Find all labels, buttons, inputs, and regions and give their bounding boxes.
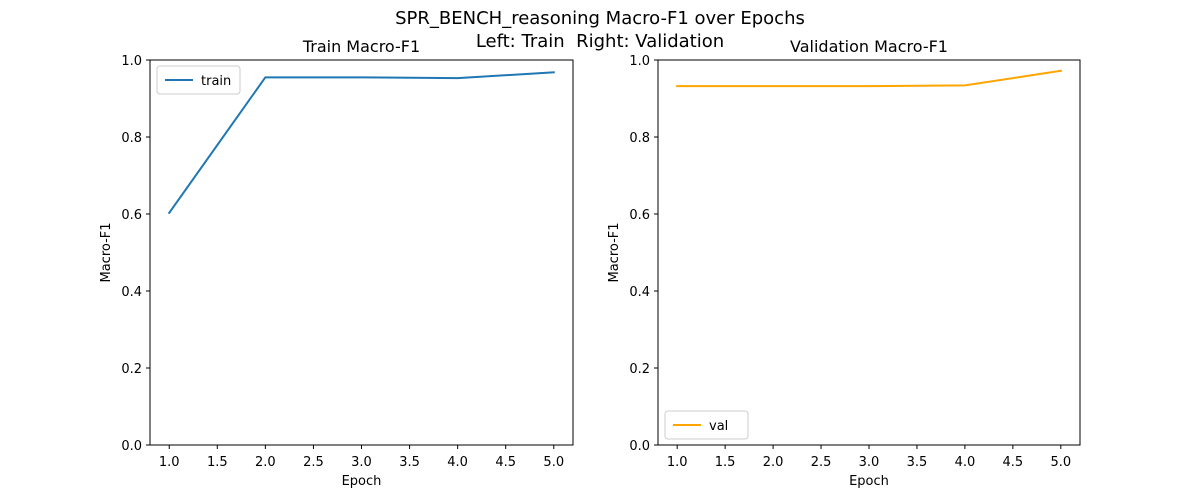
figure-title-line-1: SPR_BENCH_reasoning Macro-F1 over Epochs (395, 8, 805, 29)
x-tick-label: 3.5 (907, 455, 928, 470)
x-tick-label: 1.0 (667, 455, 688, 470)
x-tick-label: 5.0 (543, 455, 564, 470)
y-axis-label: Macro-F1 (99, 222, 114, 282)
y-tick-label: 1.0 (121, 54, 142, 69)
y-tick-label: 0.6 (121, 208, 142, 223)
validation-macro-f1-chart: Validation Macro-F1 1.0 1.5 2.0 2.5 3.0 3.5 4.0… (607, 37, 1081, 489)
x-tick-label: 4.0 (955, 455, 976, 470)
x-tick-label: 2.0 (255, 455, 276, 470)
x-tick-label: 4.0 (447, 455, 468, 470)
y-tick-label: 1.0 (629, 54, 650, 69)
x-tick-label: 2.5 (303, 455, 324, 470)
x-tick-label: 2.5 (811, 455, 832, 470)
figure-title-line-2: Left: Train Right: Validation (475, 31, 725, 52)
x-tick-label: 1.5 (207, 455, 228, 470)
x-tick-label: 1.5 (715, 455, 736, 470)
legend: train (156, 65, 241, 95)
legend-box (664, 410, 749, 440)
legend-box (156, 65, 241, 95)
x-axis-label: Epoch (342, 474, 382, 489)
x-tick-label: 5.0 (1050, 455, 1071, 470)
plot-frame (657, 59, 1081, 446)
x-tick-label: 3.0 (351, 455, 372, 470)
legend-label: val (709, 419, 728, 434)
y-axis-label: Macro-F1 (607, 222, 622, 282)
legend: val (664, 410, 749, 440)
y-tick-label: 0.0 (121, 439, 142, 454)
x-tick-label: 1.0 (159, 455, 180, 470)
x-tick-label: 3.5 (399, 455, 420, 470)
y-tick-label: 0.2 (629, 362, 650, 377)
x-tick-label: 3.0 (859, 455, 880, 470)
y-tick-label: 0.8 (629, 131, 650, 146)
figure-title: SPR_BENCH_reasoning Macro-F1 over Epochs… (0, 7, 1200, 53)
train-macro-f1-chart: Train Macro-F1 1.0 1.5 2.0 2.5 3.0 3.5 4.0 4.5 5.… (99, 37, 574, 489)
chart-title: Validation Macro-F1 (790, 37, 948, 56)
x-axis-label: Epoch (849, 474, 889, 489)
y-tick-label: 0.6 (629, 208, 650, 223)
x-tick-label: 2.0 (763, 455, 784, 470)
legend-label: train (201, 74, 231, 89)
chart-title: Train Macro-F1 (302, 37, 420, 56)
x-tick-label: 4.5 (1003, 455, 1024, 470)
series-line-train (167, 71, 555, 215)
x-tick-label: 4.5 (495, 455, 516, 470)
series-line-val (676, 69, 1062, 88)
y-tick-label: 0.8 (121, 131, 142, 146)
y-tick-label: 0.4 (121, 285, 142, 300)
y-tick-label: 0.2 (121, 362, 142, 377)
y-tick-label: 0.4 (629, 285, 650, 300)
plot-frame (149, 59, 574, 446)
y-tick-label: 0.0 (629, 439, 650, 454)
